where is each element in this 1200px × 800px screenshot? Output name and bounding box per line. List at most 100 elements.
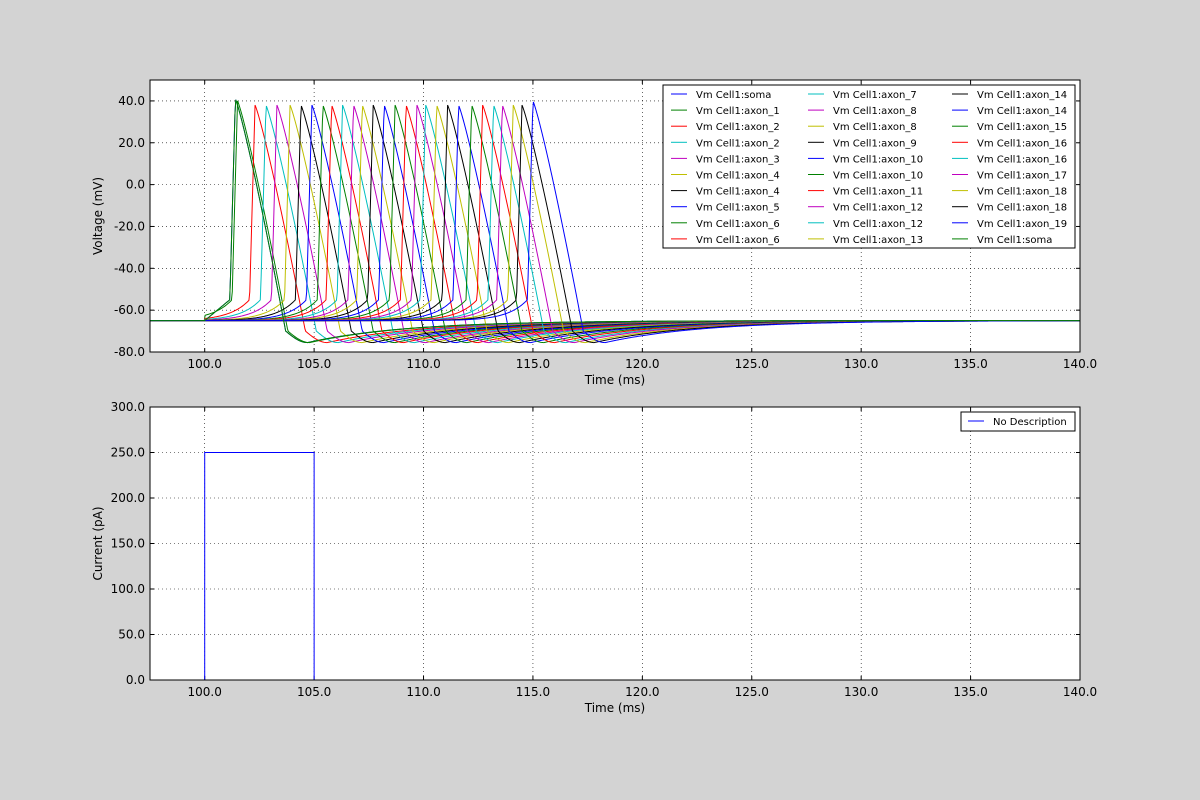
legend-label: Vm Cell1:axon_16 <box>977 138 1067 149</box>
legend-item: Vm Cell1:axon_2 <box>671 138 780 149</box>
voltage-plot: 100.0 105.0 110.0 115.0 120.0 125.0 130.0 135.0… <box>91 79 1097 387</box>
x-tick-label: 135.0 <box>953 357 987 371</box>
x-tick-label: 130.0 <box>844 357 878 371</box>
y-tick-label: 100.0 <box>111 582 145 596</box>
x-tick-label: 110.0 <box>406 357 440 371</box>
legend-item: Vm Cell1:axon_6 <box>671 219 780 230</box>
legend: No Description <box>960 411 1076 432</box>
legend-label: No Description <box>993 417 1067 428</box>
legend-item: Vm Cell1:axon_18 <box>952 203 1067 214</box>
legend-item: Vm Cell1:axon_6 <box>671 235 780 246</box>
legend-item: Vm Cell1:axon_12 <box>808 203 923 214</box>
x-tick-label: 125.0 <box>735 685 769 699</box>
legend-label: Vm Cell1:axon_8 <box>833 106 917 117</box>
plot-frame <box>149 79 1081 353</box>
legend-label: Vm Cell1:axon_15 <box>977 122 1067 133</box>
legend-label: Vm Cell1:axon_10 <box>833 171 923 182</box>
legend-label: Vm Cell1:axon_18 <box>977 203 1067 214</box>
x-tick-label: 110.0 <box>406 685 440 699</box>
legend-item: Vm Cell1:axon_17 <box>952 171 1067 182</box>
x-axis-label: Time (ms) <box>584 701 646 715</box>
legend-item: Vm Cell1:axon_5 <box>671 203 780 214</box>
y-axis-label: Voltage (mV) <box>91 177 105 255</box>
series-line <box>150 99 1080 344</box>
y-tick-label: 250.0 <box>111 446 145 460</box>
x-tick-label: 140.0 <box>1063 685 1097 699</box>
legend-item: Vm Cell1:axon_2 <box>671 122 780 133</box>
x-tick-label: 135.0 <box>953 685 987 699</box>
y-tick-label: 50.0 <box>118 628 145 642</box>
legend-frame <box>960 411 1076 432</box>
y-tick-label: 0.0 <box>126 673 145 687</box>
legend-item: Vm Cell1:axon_8 <box>808 106 917 117</box>
legend-item: Vm Cell1:axon_10 <box>808 154 923 165</box>
legend-label: Vm Cell1:axon_6 <box>696 219 780 230</box>
legend-label: Vm Cell1:axon_11 <box>833 187 923 198</box>
y-tick-label: -40.0 <box>114 261 145 275</box>
legend-label: Vm Cell1:axon_12 <box>833 203 923 214</box>
legend-frame <box>662 84 1076 249</box>
series-line <box>150 101 1080 344</box>
legend-item: Vm Cell1:axon_4 <box>671 187 780 198</box>
legend-label: Vm Cell1:axon_6 <box>696 235 780 246</box>
legend-item: No Description <box>968 417 1067 428</box>
legend-label: Vm Cell1:axon_13 <box>833 235 923 246</box>
y-tick-label: 200.0 <box>111 491 145 505</box>
legend-label: Vm Cell1:axon_8 <box>833 122 917 133</box>
legend-label: Vm Cell1:soma <box>977 235 1052 246</box>
legend-item: Vm Cell1:axon_4 <box>671 171 780 182</box>
x-tick-label: 105.0 <box>297 357 331 371</box>
legend-label: Vm Cell1:axon_1 <box>696 106 780 117</box>
x-tick-label: 100.0 <box>188 685 222 699</box>
legend-label: Vm Cell1:axon_19 <box>977 219 1067 230</box>
y-tick-label: -80.0 <box>114 345 145 359</box>
x-axis-label: Time (ms) <box>584 373 646 387</box>
legend-label: Vm Cell1:axon_14 <box>977 90 1067 101</box>
legend-item: Vm Cell1:axon_10 <box>808 171 923 182</box>
legend-item: Vm Cell1:soma <box>671 90 771 101</box>
y-tick-label: 20.0 <box>118 136 145 150</box>
legend-item: Vm Cell1:axon_15 <box>952 122 1067 133</box>
legend-item: Vm Cell1:axon_1 <box>671 106 780 117</box>
legend-label: Vm Cell1:axon_4 <box>696 187 780 198</box>
y-tick-label: 0.0 <box>126 178 145 192</box>
x-tick-label: 105.0 <box>297 685 331 699</box>
legend-label: Vm Cell1:axon_3 <box>696 154 780 165</box>
legend-label: Vm Cell1:axon_9 <box>833 138 917 149</box>
legend-item: Vm Cell1:axon_11 <box>808 187 923 198</box>
legend-item: Vm Cell1:axon_16 <box>952 154 1067 165</box>
x-tick-label: 115.0 <box>516 357 550 371</box>
legend-item: Vm Cell1:axon_8 <box>808 122 917 133</box>
legend-label: Vm Cell1:axon_2 <box>696 138 780 149</box>
y-tick-label: 40.0 <box>118 94 145 108</box>
legend-item: Vm Cell1:axon_16 <box>952 138 1067 149</box>
legend-item: Vm Cell1:axon_12 <box>808 219 923 230</box>
y-tick-label: 150.0 <box>111 537 145 551</box>
legend-item: Vm Cell1:axon_19 <box>952 219 1067 230</box>
legend-label: Vm Cell1:axon_5 <box>696 203 780 214</box>
legend-label: Vm Cell1:axon_16 <box>977 154 1067 165</box>
current-plot: 100.0 105.0 110.0 115.0 120.0 125.0 130.0 135.0… <box>91 400 1097 715</box>
legend-label: Vm Cell1:axon_7 <box>833 90 917 101</box>
legend-label: Vm Cell1:axon_14 <box>977 106 1067 117</box>
legend-item: Vm Cell1:axon_13 <box>808 235 923 246</box>
legend-item: Vm Cell1:axon_7 <box>808 90 917 101</box>
legend-label: Vm Cell1:axon_17 <box>977 171 1067 182</box>
y-tick-label: -60.0 <box>114 303 145 317</box>
legend-label: Vm Cell1:axon_18 <box>977 187 1067 198</box>
x-tick-label: 115.0 <box>516 685 550 699</box>
legend-item: Vm Cell1:soma <box>952 235 1052 246</box>
legend: Vm Cell1:soma Vm Cell1:axon_1 Vm Cell1:axo… <box>662 84 1076 249</box>
legend-label: Vm Cell1:axon_4 <box>696 171 780 182</box>
y-tick-label: -20.0 <box>114 219 145 233</box>
legend-label: Vm Cell1:axon_10 <box>833 154 923 165</box>
x-tick-label: 100.0 <box>188 357 222 371</box>
legend-label: Vm Cell1:axon_2 <box>696 122 780 133</box>
legend-item: Vm Cell1:axon_3 <box>671 154 780 165</box>
legend-item: Vm Cell1:axon_14 <box>952 90 1067 101</box>
legend-item: Vm Cell1:axon_14 <box>952 106 1067 117</box>
legend-label: Vm Cell1:soma <box>696 90 771 101</box>
legend-item: Vm Cell1:axon_9 <box>808 138 917 149</box>
x-tick-label: 130.0 <box>844 685 878 699</box>
